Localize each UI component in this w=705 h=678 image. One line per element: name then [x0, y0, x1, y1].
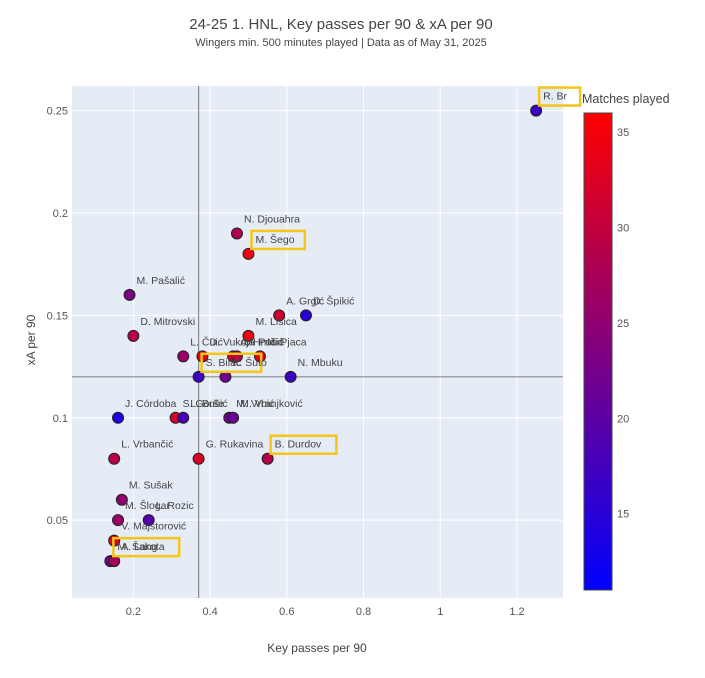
point-label: M. Šego [255, 233, 294, 246]
point-label: V. Majstorović [121, 521, 186, 533]
data-point [108, 452, 121, 465]
chart-subtitle: Wingers min. 500 minutes played | Data a… [195, 37, 486, 49]
point-label: D. Špikić [313, 294, 354, 307]
colorbar-title: Matches played [582, 92, 670, 106]
highlight-box [250, 229, 307, 251]
point-label: D. Vukoja [209, 336, 254, 348]
x-tick-label: 1 [437, 606, 443, 618]
colorbar [583, 112, 613, 591]
point-label: M. Vrbić [236, 398, 274, 410]
data-point [123, 288, 136, 301]
point-label: R. Br [543, 91, 567, 103]
chart-title: 24-25 1. HNL, Key passes per 90 & xA per… [189, 16, 493, 33]
point-label: B. Durdov [275, 439, 322, 451]
highlight-box [200, 352, 263, 374]
point-label: G. Rukavina [206, 439, 264, 451]
point-label: M. Pašalić [137, 275, 185, 287]
data-point [112, 411, 125, 424]
point-labels: R. Br N. Djouahra M. Šego M. Pašalić A. Grgi… [112, 86, 582, 558]
point-label: D. Mitrovski [140, 316, 195, 328]
colorbar-tick-label: 35 [617, 127, 629, 139]
colorbar-ticks: 15 20 25 30 35 [617, 127, 629, 521]
point-label: A. Grgić [286, 295, 324, 307]
point-label: N. Pjaca [267, 336, 307, 348]
data-point [242, 247, 255, 260]
y-tick-label: 0.1 [53, 413, 68, 425]
point-label: S. Bilač [206, 357, 242, 369]
highlight-box [269, 434, 338, 455]
y-axis-ticks: 0.05 0.1 0.15 0.2 0.25 [47, 106, 68, 528]
data-point [192, 452, 205, 465]
data-point [127, 329, 140, 342]
point-label: L. Čuić [190, 335, 223, 348]
point-label: L. Rozic [156, 500, 194, 512]
x-tick-label: 0.8 [356, 606, 371, 618]
data-point [242, 329, 255, 342]
data-point [192, 370, 205, 383]
point-label: M. Pušić [244, 336, 284, 348]
x-tick-label: 0.2 [126, 606, 141, 618]
x-tick-label: 0.4 [202, 606, 217, 618]
point-label: M. Šakota [117, 540, 164, 553]
x-tick-label: 1.2 [509, 606, 524, 618]
highlight-box [112, 536, 181, 558]
mean-lines [72, 86, 563, 598]
colorbar-tick-label: 20 [617, 413, 629, 425]
y-axis-title: xA per 90 [24, 314, 38, 365]
highlight-box [537, 86, 582, 107]
colorbar-tick-label: 30 [617, 222, 629, 234]
plot-area [72, 86, 563, 598]
data-point [115, 493, 128, 506]
data-point [299, 309, 312, 322]
data-point [227, 411, 240, 424]
point-label: N. Mbuku [298, 357, 343, 369]
point-label: M. Vranjković [240, 398, 303, 410]
y-tick-label: 0.25 [47, 106, 68, 118]
point-label: K. Šuto [232, 356, 267, 369]
x-axis-ticks: 0.2 0.4 0.6 0.8 1 1.2 [126, 606, 525, 618]
x-tick-label: 0.6 [279, 606, 294, 618]
x-axis-title: Key passes per 90 [267, 641, 367, 655]
data-point [177, 350, 190, 363]
point-label: A. Hrnčić [240, 336, 283, 348]
gridlines [72, 86, 563, 598]
colorbar-tick-label: 25 [617, 318, 629, 330]
data-point [530, 104, 543, 117]
data-point [112, 514, 125, 527]
y-tick-label: 0.2 [53, 208, 68, 220]
point-label: M. Sušak [129, 480, 174, 492]
y-tick-label: 0.15 [47, 310, 68, 322]
point-label: L. Vrbančić [121, 439, 173, 451]
point-label: N. Djouahra [244, 213, 300, 225]
colorbar-tick-label: 15 [617, 509, 629, 521]
point-label: M. Šlogar [125, 499, 170, 512]
data-point [261, 452, 274, 465]
point-label: A. Lang [121, 541, 157, 553]
point-label: S. Gorše [183, 398, 225, 410]
point-label: L. Bušić [190, 398, 227, 410]
data-point [230, 227, 243, 240]
y-tick-label: 0.05 [47, 515, 68, 527]
data-point [284, 370, 297, 383]
point-label: J. Córdoba [125, 398, 177, 410]
data-point [142, 514, 155, 527]
data-point [273, 309, 286, 322]
point-label: M. Lisica [255, 316, 297, 328]
data-point [177, 411, 190, 424]
